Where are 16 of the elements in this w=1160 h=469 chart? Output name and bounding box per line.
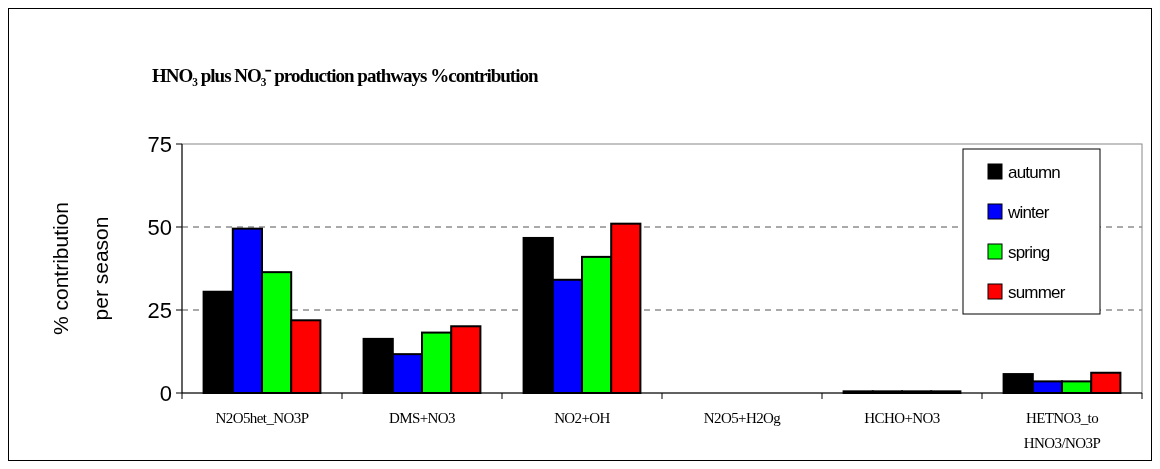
x-tick-label: HETNO3_to HNO3/NO3P <box>1023 410 1101 451</box>
legend-label: spring <box>1008 242 1050 262</box>
x-tick-label: N2O5het_NO3P <box>215 410 309 426</box>
y-tick-label: 25 <box>147 297 172 323</box>
y-tick-label: 50 <box>147 214 172 240</box>
x-tick-label: N2O5+H2Og <box>703 410 782 426</box>
y-tick-label: 75 <box>147 131 172 157</box>
legend-label: autumn <box>1008 162 1061 182</box>
x-tick-label: NO2+OH <box>554 410 611 426</box>
y-tick-label: 0 <box>159 380 172 406</box>
chart-title: HNO₃ plus NO₃⁻ production pathways %contribution <box>152 65 539 86</box>
x-tick-label: HCHO+NO3 <box>864 410 940 426</box>
y-axis-title: % contribution per season <box>49 201 112 336</box>
x-tick-label: DMS+NO3 <box>389 410 456 426</box>
legend-label: winter <box>1007 202 1050 222</box>
legend-label: summer <box>1008 282 1066 302</box>
